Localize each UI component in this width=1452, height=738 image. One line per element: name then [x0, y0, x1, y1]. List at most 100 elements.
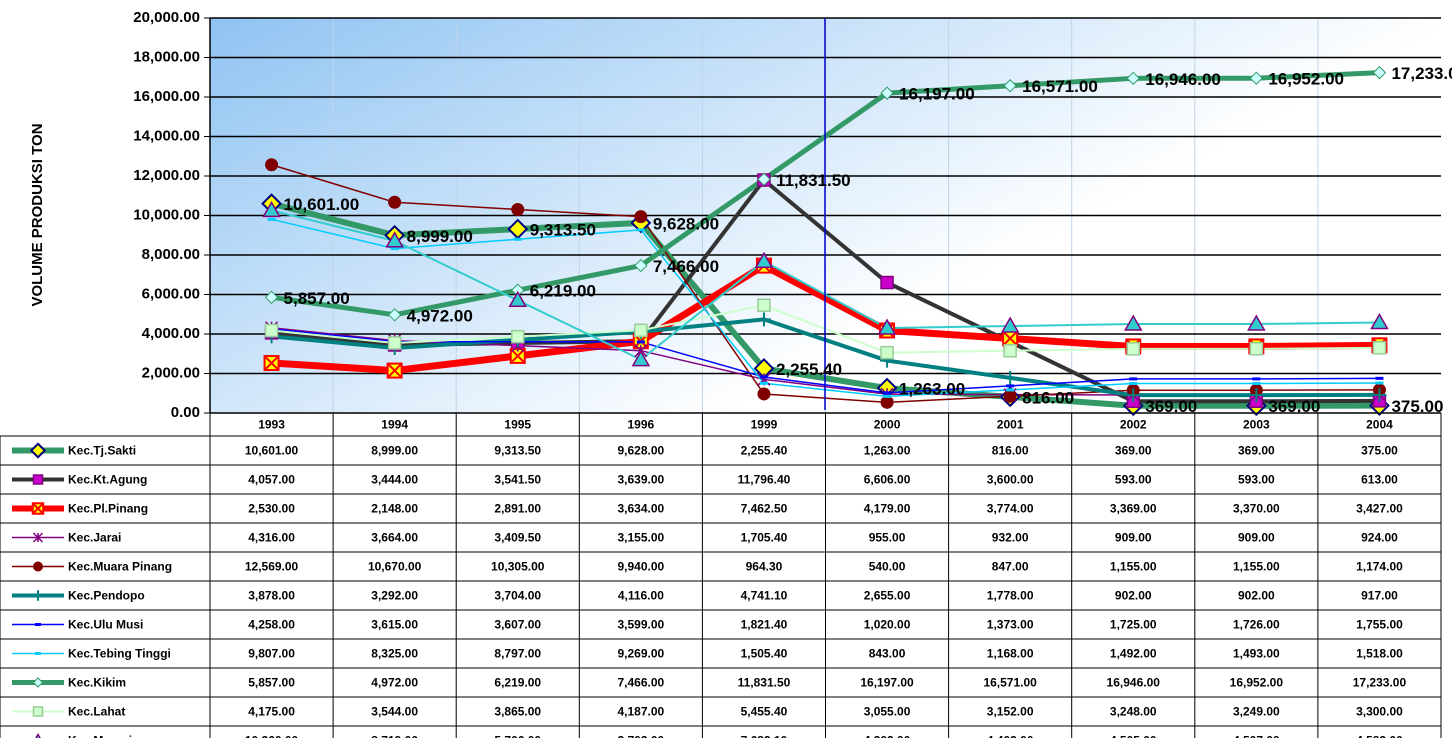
table-cell: 540.00 — [869, 560, 906, 574]
table-cell: 1,020.00 — [864, 618, 911, 632]
table-cell: 5,706.00 — [494, 734, 541, 738]
table-cell: 1,174.00 — [1356, 560, 1403, 574]
table-cell: 11,831.50 — [738, 676, 791, 690]
table-cell: 6,219.00 — [494, 676, 541, 690]
marker-shape — [1123, 314, 1143, 331]
marker-shape — [513, 237, 522, 241]
marker-shape — [634, 210, 648, 224]
table-cell: 847.00 — [992, 560, 1029, 574]
marker-shape — [385, 231, 404, 248]
marker-shape — [1249, 71, 1264, 85]
marker — [1375, 376, 1384, 380]
table-cell: 1,821.40 — [741, 618, 788, 632]
table-cell: 909.00 — [1115, 531, 1152, 545]
table-cell: 4,582.00 — [1356, 734, 1403, 738]
data-table: 1993 1994 1995 1996 1999 2000 2001 2002 2003 2004… — [0, 412, 1442, 738]
marker-shape — [883, 394, 892, 398]
table-cell: 3,249.00 — [1233, 705, 1280, 719]
y-tick-label: 8,000.00 — [142, 246, 200, 263]
marker — [883, 394, 892, 398]
table-cell: 12,569.00 — [245, 560, 299, 574]
table-cell: 4,972.00 — [371, 676, 418, 690]
marker-shape — [1006, 384, 1015, 388]
legend-label: Kec.Kt.Agung — [68, 473, 147, 487]
table-cell: 1,725.00 — [1110, 618, 1157, 632]
data-label: 9,313.50 — [530, 221, 596, 240]
table-cell: 16,952.00 — [1230, 676, 1284, 690]
x-tick-label: 2001 — [997, 418, 1024, 432]
marker-shape — [877, 318, 897, 335]
marker — [386, 362, 403, 379]
table-cell: 10,305.00 — [491, 560, 545, 574]
data-label: 5,857.00 — [284, 289, 350, 308]
marker — [508, 290, 528, 308]
marker-shape — [263, 355, 280, 371]
marker — [35, 623, 41, 626]
table-cell: 9,940.00 — [617, 560, 664, 574]
series-markers — [261, 65, 1390, 417]
table-cell: 902.00 — [1115, 589, 1152, 603]
marker-shape — [756, 312, 771, 327]
table-cell: 4,505.00 — [1110, 734, 1157, 738]
x-tick-label: 1994 — [381, 418, 408, 432]
y-tick-label: 4,000.00 — [142, 325, 200, 342]
marker — [634, 258, 648, 273]
marker-shape — [880, 86, 894, 100]
marker-shape — [1006, 388, 1015, 392]
table-cell: 5,455.40 — [741, 705, 788, 719]
marker — [1249, 71, 1264, 85]
marker-shape — [32, 706, 44, 717]
marker-shape — [1003, 79, 1017, 93]
table-cell: 16,197.00 — [860, 676, 914, 690]
marker-shape — [1252, 382, 1261, 386]
marker — [32, 532, 44, 543]
marker — [636, 228, 645, 232]
marker-shape — [29, 442, 47, 459]
marker — [757, 387, 771, 401]
table-cell: 1,492.00 — [1110, 647, 1157, 661]
table-cell: 10,601.00 — [245, 444, 299, 458]
table-cell: 3,615.00 — [371, 618, 418, 632]
marker-shape — [32, 502, 44, 515]
x-tick-label: 1996 — [627, 418, 654, 432]
table-cell: 4,302.00 — [864, 734, 911, 738]
table-cell: 7,462.50 — [741, 502, 788, 516]
marker-shape — [508, 290, 528, 308]
marker — [1123, 314, 1143, 331]
table-cell: 8,797.00 — [494, 647, 541, 661]
marker — [1249, 342, 1264, 356]
table-cell: 369.00 — [1238, 444, 1275, 458]
marker — [759, 381, 768, 385]
data-label: 369.00 — [1268, 397, 1320, 416]
table-cell: 9,313.50 — [494, 444, 541, 458]
table-cell: 11,796.40 — [738, 473, 791, 487]
marker-shape — [511, 329, 525, 344]
marker-shape — [759, 375, 768, 379]
table-cell: 4,403.00 — [987, 734, 1034, 738]
table-cell: 3,634.00 — [617, 502, 664, 516]
table-cell: 2,530.00 — [248, 502, 295, 516]
marker-shape — [883, 391, 892, 395]
marker-shape — [1126, 388, 1141, 403]
marker-shape — [35, 623, 41, 626]
marker — [32, 590, 44, 601]
legend-label: Kec.Tj.Sakti — [68, 444, 136, 458]
data-label: 16,571.00 — [1022, 77, 1098, 96]
table-cell: 2,702.00 — [617, 734, 664, 738]
marker-shape — [1003, 370, 1018, 385]
data-label: 16,952.00 — [1268, 70, 1344, 89]
table-cell: 932.00 — [992, 531, 1029, 545]
legend-label: Kec.Merapi — [68, 734, 132, 738]
table-cell: 6,606.00 — [864, 473, 911, 487]
marker — [35, 652, 41, 655]
legend-label: Kec.Lahat — [68, 705, 125, 719]
x-tick-label: 1999 — [751, 418, 778, 432]
table-cell: 10,260.00 — [245, 734, 299, 738]
table-cell: 3,704.00 — [494, 589, 541, 603]
table-cell: 3,878.00 — [248, 589, 295, 603]
legend-label: Kec.Muara Pinang — [68, 560, 172, 574]
marker — [32, 677, 44, 688]
marker-shape — [636, 340, 645, 344]
marker-shape — [33, 561, 43, 572]
marker-shape — [880, 345, 894, 360]
